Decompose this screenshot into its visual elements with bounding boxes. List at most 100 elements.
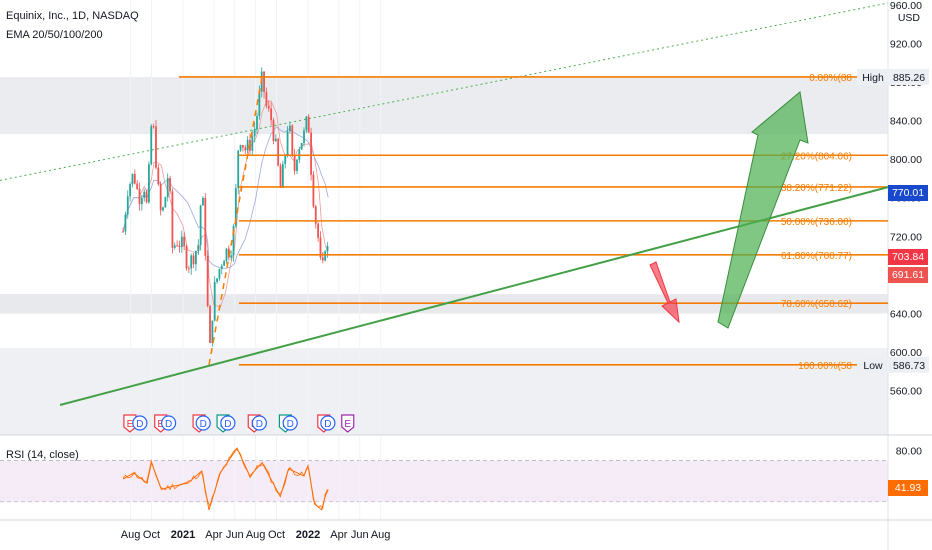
dotted-trend-line xyxy=(0,2,889,181)
y-tick-label: 920.00 xyxy=(890,38,922,50)
x-tick-label: Oct xyxy=(268,529,285,541)
candle-body xyxy=(321,257,324,261)
ema-fast-line xyxy=(122,100,329,308)
candle-body xyxy=(150,126,153,165)
candle-body xyxy=(223,260,226,266)
earnings-marker-shape xyxy=(341,414,355,433)
candle-body xyxy=(258,91,261,116)
x-tick-label: Apr xyxy=(330,529,347,541)
candle-body xyxy=(195,251,197,265)
event-marker-letter: D xyxy=(224,419,231,430)
candle-body xyxy=(267,105,270,109)
candle-body xyxy=(286,131,289,156)
candle-body xyxy=(178,245,181,247)
fib-level-label: 61.80%(700.77) xyxy=(781,251,852,262)
candle-body xyxy=(300,142,303,150)
candle-body xyxy=(185,246,188,269)
fib-trend-line xyxy=(208,76,263,365)
event-marker-letter: E xyxy=(344,419,351,430)
candle-body xyxy=(242,145,244,148)
candle-body xyxy=(199,205,202,246)
event-marker-letter: E xyxy=(157,419,164,430)
candle-body xyxy=(136,183,139,189)
event-marker-letter: D xyxy=(324,419,331,430)
candle-body xyxy=(176,245,179,247)
event-marker-letter: D xyxy=(165,419,172,430)
rsi-band xyxy=(0,460,888,502)
x-tick-label: Jun xyxy=(351,529,369,541)
dividend-marker: D xyxy=(251,415,267,431)
candle-body xyxy=(319,237,322,258)
fib-level-label: 38.20%(771.22) xyxy=(781,183,852,194)
high-label: High xyxy=(862,72,884,84)
candle-body xyxy=(211,320,214,343)
candle-body xyxy=(169,177,171,192)
ema-value-tag: 691.61 xyxy=(888,267,928,283)
candle-body xyxy=(192,255,195,265)
high-value: 885.26 xyxy=(893,72,925,84)
candle-body xyxy=(293,154,296,171)
earnings-marker: E xyxy=(341,414,355,433)
candle-body xyxy=(303,130,305,143)
candle-body xyxy=(314,206,317,224)
dividend-marker-shape xyxy=(320,415,336,431)
candle-body xyxy=(305,116,308,131)
earnings-marker-shape xyxy=(123,414,137,433)
x-tick-label: Aug xyxy=(121,529,141,541)
candle-body xyxy=(218,269,221,279)
rsi-detail-line xyxy=(122,448,328,510)
indicator-label: EMA 20/50/100/200 xyxy=(6,29,103,41)
candle-body xyxy=(145,191,148,203)
y-tick-label: 600.00 xyxy=(890,347,922,359)
y-tick-label: 800.00 xyxy=(890,154,922,166)
candle-body xyxy=(183,236,186,247)
candle-body xyxy=(227,248,230,258)
candle-body xyxy=(152,126,155,128)
y-tick-label: 560.00 xyxy=(890,386,922,398)
rsi-value-tag: 41.93 xyxy=(888,480,928,496)
candle-body xyxy=(124,214,127,232)
ema-slow-line xyxy=(122,126,329,269)
candle-body xyxy=(143,191,146,198)
x-tick-label: Apr xyxy=(205,529,222,541)
candle-body xyxy=(230,255,233,258)
dividend-marker-shape xyxy=(251,415,267,431)
dividend-marker-shape xyxy=(282,415,298,431)
rsi-label: RSI (14, close) xyxy=(6,449,79,461)
candle-body xyxy=(173,245,176,248)
shaded-zone-low xyxy=(0,348,888,435)
rsi-tick-label: 80.00 xyxy=(896,445,922,457)
event-marker-letter: D xyxy=(200,419,207,430)
last-close-tag: 703.84 xyxy=(888,249,928,265)
symbol-title: Equinix, Inc., 1D, NASDAQ xyxy=(6,10,139,22)
low-label-box xyxy=(857,356,889,373)
y-tick-label: 840.00 xyxy=(890,116,922,128)
candle-body xyxy=(164,197,167,208)
dividend-marker-shape xyxy=(195,415,211,431)
dividend-marker-shape xyxy=(132,415,148,431)
candle-body xyxy=(225,248,228,261)
fib-level-label: 27.20%(804.06) xyxy=(781,151,852,162)
dividend-marker: D xyxy=(195,415,211,431)
event-marker-letter: D xyxy=(287,419,294,430)
y-tick-label: 960.00 xyxy=(890,0,922,12)
candle-body xyxy=(187,268,190,270)
candle-body xyxy=(289,125,291,132)
high-label-box xyxy=(857,68,889,85)
dividend-marker-shape xyxy=(220,415,236,431)
low-value-box xyxy=(889,356,929,373)
candle-body xyxy=(209,305,211,343)
candle-body xyxy=(216,278,218,282)
candle-body xyxy=(251,136,254,151)
candle-body xyxy=(220,265,223,270)
candle-body xyxy=(162,207,164,211)
candle-body xyxy=(326,246,329,252)
high-value-box xyxy=(889,68,929,85)
low-value: 586.73 xyxy=(893,360,925,372)
shaded-zone-top xyxy=(0,76,888,135)
candle-body xyxy=(232,226,235,256)
candle-body xyxy=(213,281,216,321)
candle-body xyxy=(129,184,132,197)
